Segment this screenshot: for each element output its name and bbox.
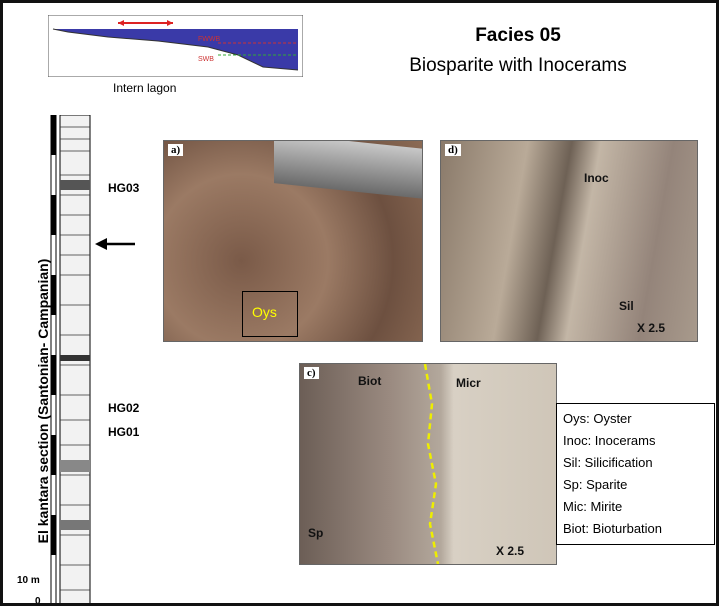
magnification: X 2.5 bbox=[496, 544, 524, 558]
annotation: Biot bbox=[358, 374, 381, 388]
panel-label: c) bbox=[304, 367, 319, 379]
photo: c) Biot Micr Sp X 2.5 bbox=[299, 363, 557, 565]
scale-label: 0 bbox=[35, 596, 41, 606]
panel-label: d) bbox=[445, 144, 461, 156]
title: Facies 05 bbox=[383, 25, 653, 47]
subtitle: Biosparite with Inocerams bbox=[353, 55, 683, 77]
arrow bbox=[95, 237, 137, 251]
legend-entry: Oys: Oyster bbox=[563, 408, 708, 430]
legend-entry: Mic: Mirite bbox=[563, 496, 708, 518]
marker: HG02 bbox=[108, 401, 139, 415]
inset-label: FWWB bbox=[198, 36, 220, 43]
panel-label: a) bbox=[168, 144, 183, 156]
scale-label: 10 m bbox=[17, 575, 40, 586]
annotation: Sil bbox=[619, 299, 634, 313]
magnification: X 2.5 bbox=[637, 321, 665, 335]
section-column bbox=[45, 115, 95, 606]
inset-label: SWB bbox=[198, 56, 214, 63]
legend-entry: Inoc: Inocerams bbox=[563, 430, 708, 452]
legend-entry: Sil: Silicification bbox=[563, 452, 708, 474]
marker: HG03 bbox=[108, 181, 139, 195]
inset-profile: FWWB SWB bbox=[48, 15, 303, 77]
annotation: Sp bbox=[308, 526, 323, 540]
annotation: Micr bbox=[456, 376, 481, 390]
annotation: Oys bbox=[252, 304, 277, 320]
annotation: Inoc bbox=[584, 171, 609, 185]
legend: Oys: Oyster Inoc: Inocerams Sil: Silicif… bbox=[556, 403, 715, 545]
legend-entry: Sp: Sparite bbox=[563, 474, 708, 496]
marker: HG01 bbox=[108, 425, 139, 439]
inset-caption: Intern lagon bbox=[113, 81, 176, 95]
photo: a) Oys bbox=[163, 140, 423, 342]
column-title: El kantara section (Santonian- Campanian… bbox=[35, 251, 51, 551]
legend-entry: Biot: Bioturbation bbox=[563, 518, 708, 540]
photo: d) Inoc Sil X 2.5 bbox=[440, 140, 698, 342]
figure: FWWB SWB Intern lagon Facies 05 Biospari… bbox=[0, 0, 719, 606]
